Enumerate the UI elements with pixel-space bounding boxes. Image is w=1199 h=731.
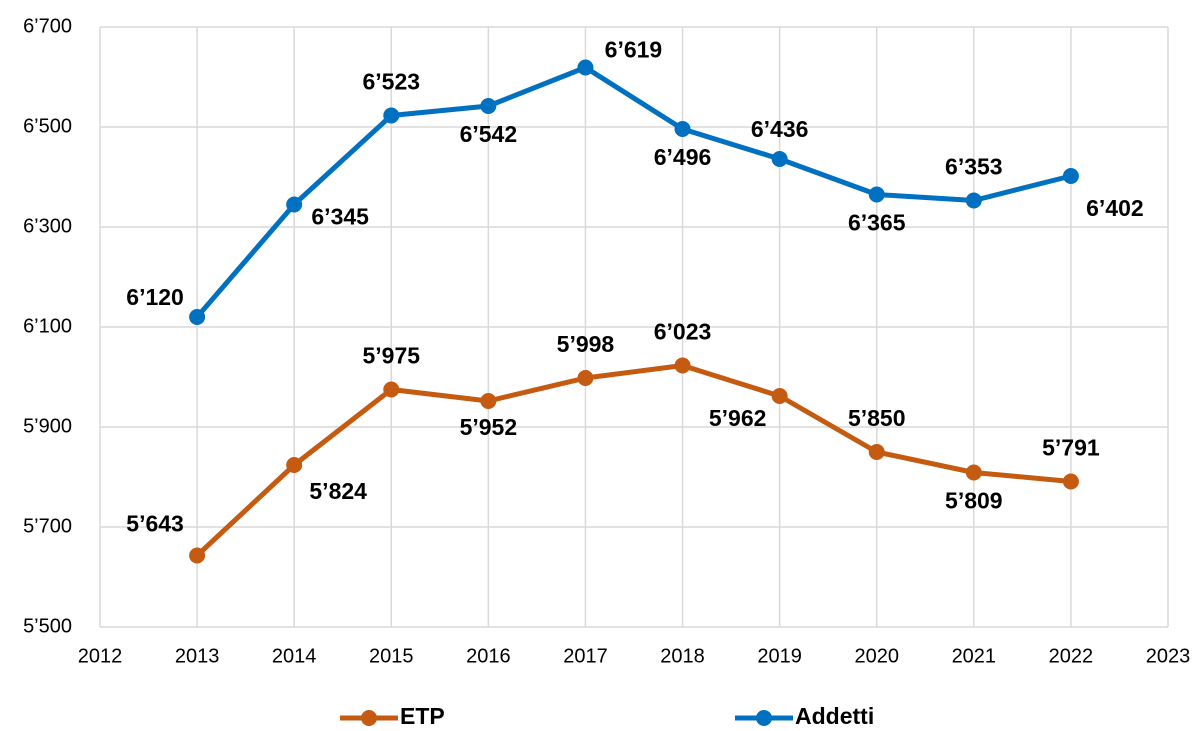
data-label: 6’402 <box>1086 195 1144 221</box>
y-tick-label: 6’100 <box>23 315 72 337</box>
point <box>771 388 788 404</box>
x-tick-label: 2017 <box>563 645 608 667</box>
point <box>383 107 400 124</box>
data-label: 5’850 <box>848 405 906 431</box>
x-tick-label: 2023 <box>1146 645 1191 667</box>
series-line <box>195 65 1072 319</box>
point <box>577 59 594 76</box>
point <box>189 547 206 564</box>
data-label: 5’952 <box>460 414 518 440</box>
x-tick-label: 2013 <box>175 645 220 667</box>
y-tick-label: 6’700 <box>23 15 72 37</box>
data-label: 5’998 <box>557 331 615 357</box>
y-tick-label: 5’900 <box>23 415 72 437</box>
x-tick-label: 2019 <box>757 645 802 667</box>
x-tick-label: 2021 <box>952 645 997 667</box>
data-label: 6’353 <box>945 154 1003 180</box>
data-label: 6’436 <box>751 116 809 142</box>
series-line <box>195 363 1072 558</box>
data-label: 6’345 <box>311 204 369 230</box>
point <box>577 370 594 386</box>
y-tick-label: 5’700 <box>23 515 72 537</box>
x-tick-label: 2022 <box>1049 645 1094 667</box>
data-label: 6’542 <box>460 121 518 147</box>
y-tick-label: 6’500 <box>23 115 72 137</box>
point <box>868 186 885 203</box>
point <box>1062 168 1079 184</box>
point <box>674 357 691 374</box>
data-label: 6’120 <box>126 284 184 310</box>
point <box>674 121 691 137</box>
point <box>286 457 303 473</box>
x-tick-label: 2016 <box>466 645 511 667</box>
x-tick-label: 2015 <box>369 645 414 667</box>
point <box>480 393 497 409</box>
point <box>189 309 206 325</box>
y-tick-label: 6’300 <box>23 215 72 237</box>
x-tick-label: 2018 <box>660 645 705 667</box>
legend-marker <box>361 710 377 726</box>
point <box>286 196 303 213</box>
x-tick-label: 2020 <box>854 645 899 667</box>
data-label: 5’975 <box>362 343 420 369</box>
x-tick-label: 2014 <box>272 645 317 667</box>
data-label: 6’365 <box>848 210 906 236</box>
data-label: 6’023 <box>654 319 712 345</box>
point <box>771 151 788 167</box>
legend-label: ETP <box>400 703 445 729</box>
data-label: 5’824 <box>309 478 367 504</box>
data-label: 5’962 <box>709 405 767 431</box>
point <box>965 464 982 481</box>
point <box>383 381 400 398</box>
data-label: 6’523 <box>362 69 420 95</box>
data-label: 5’791 <box>1042 435 1100 461</box>
point <box>965 192 982 209</box>
point <box>480 98 497 114</box>
data-label: 5’809 <box>945 488 1003 514</box>
data-label: 5’643 <box>126 511 184 537</box>
x-tick-label: 2012 <box>78 645 123 667</box>
data-label: 6’496 <box>654 144 712 170</box>
y-tick-label: 5’500 <box>23 615 72 637</box>
data-label: 6’619 <box>605 37 663 63</box>
point <box>1062 473 1079 490</box>
point <box>868 444 885 460</box>
legend-label: Addetti <box>795 703 874 729</box>
legend-marker <box>756 710 772 726</box>
